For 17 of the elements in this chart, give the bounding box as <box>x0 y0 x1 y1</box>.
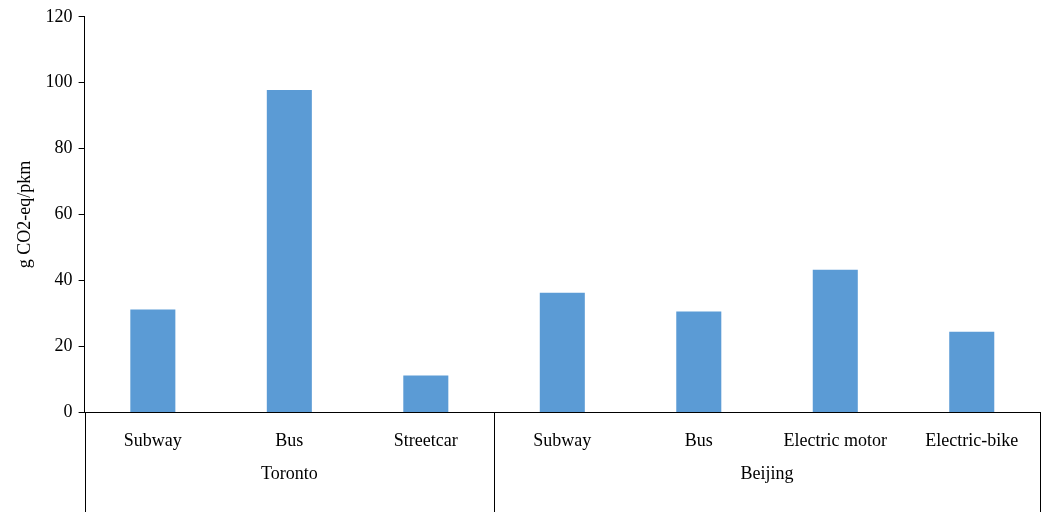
x-tick-label: Bus <box>275 429 304 450</box>
x-tick-label: Subway <box>533 429 592 450</box>
y-tick-label: 80 <box>54 137 73 158</box>
text: Toronto <box>260 463 318 484</box>
x-tick-label: Bus <box>684 429 713 450</box>
x-tick-label: Streetcar <box>393 429 458 450</box>
x-tick-label: Electric motor <box>783 429 888 450</box>
y-tick-label: 60 <box>54 203 73 224</box>
x-tick-label: Electric-bike <box>925 429 1019 450</box>
x-tick-label: Subway <box>123 429 182 450</box>
y-tick-label: 100 <box>45 71 73 92</box>
y-axis-title: g CO2-eq/pkm <box>13 160 34 269</box>
y-tick-label: 120 <box>45 5 73 26</box>
y-tick-label: 40 <box>54 269 73 290</box>
text: Beijing <box>740 463 794 484</box>
y-tick-label: 0 <box>63 401 73 422</box>
y-tick-label: 20 <box>54 335 73 356</box>
